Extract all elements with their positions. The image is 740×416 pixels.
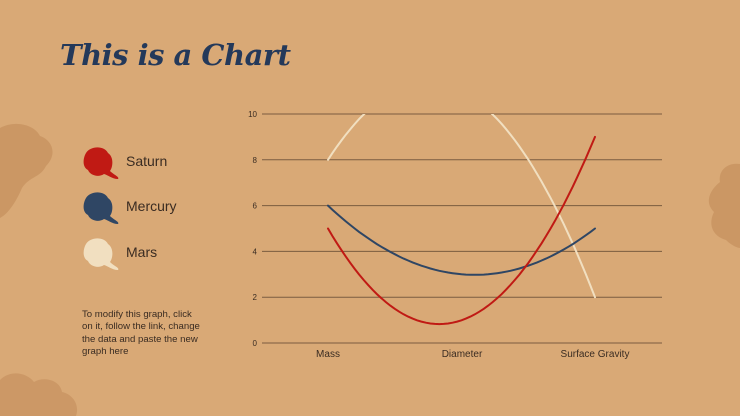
chart-gridlines	[262, 113, 662, 344]
series-line-mercury	[327, 204, 596, 276]
saturn-paint-blob-icon	[83, 147, 119, 179]
y-tick-label: 2	[253, 293, 258, 302]
y-tick-label: 8	[253, 156, 258, 165]
x-tick-label: Surface Gravity	[561, 349, 630, 360]
page-title: This is a Chart	[60, 38, 291, 72]
x-tick-label: Mass	[316, 349, 340, 360]
legend-item-mars: Mars	[80, 236, 230, 272]
instruction-note: To modify this graph, click on it, follo…	[82, 309, 200, 358]
y-tick-label: 6	[253, 202, 258, 211]
legend-item-mercury: Mercury	[80, 190, 230, 226]
x-axis-ticks: Mass Diameter Surface Gravity	[316, 349, 629, 360]
legend-item-saturn: Saturn	[80, 145, 230, 181]
legend-label-mercury: Mercury	[126, 198, 177, 214]
mercury-paint-blob-icon	[83, 192, 119, 224]
x-tick-label: Diameter	[442, 349, 483, 360]
y-tick-label: 4	[253, 247, 258, 256]
right-stain-decoration	[708, 163, 740, 248]
legend-label-mars: Mars	[126, 244, 158, 260]
series-line-mars	[327, 114, 596, 299]
legend-label-saturn: Saturn	[126, 153, 168, 169]
y-axis-ticks: 0 2 4 6 8 10	[248, 110, 257, 348]
chart-series	[327, 114, 596, 326]
left-stain-decoration	[0, 123, 53, 218]
y-tick-label: 0	[253, 339, 258, 348]
bottom-left-stain-decoration	[0, 373, 78, 416]
series-line-saturn	[327, 135, 596, 326]
mars-paint-blob-icon	[83, 238, 119, 270]
y-tick-label: 10	[248, 110, 257, 119]
